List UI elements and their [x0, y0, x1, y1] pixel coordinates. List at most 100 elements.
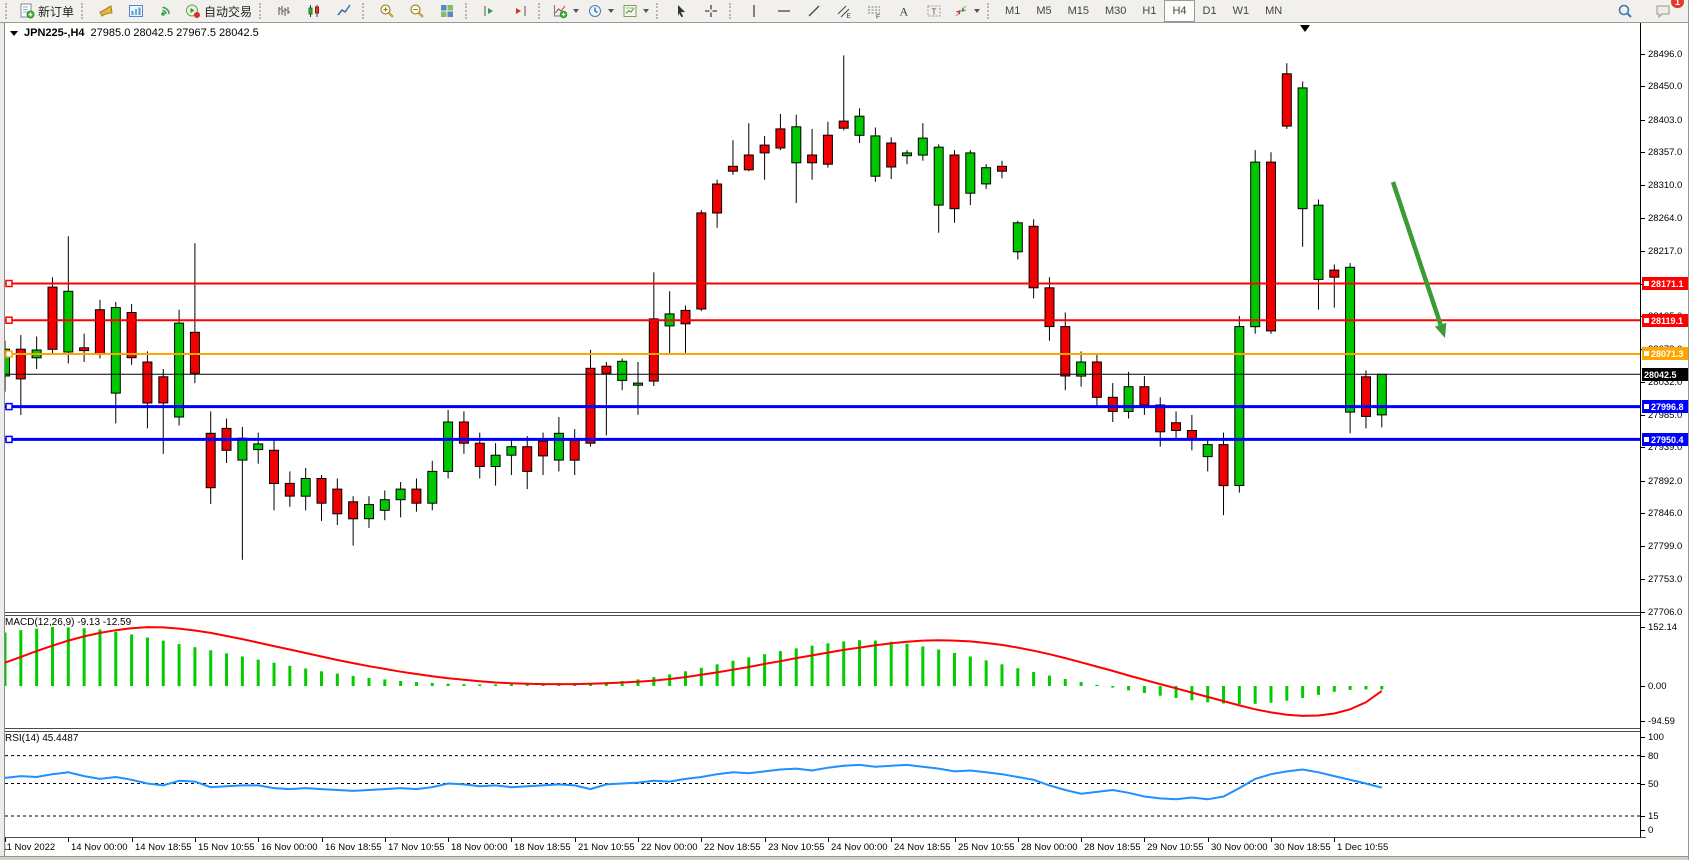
zoom-in-button[interactable] — [372, 0, 402, 22]
fibonacci-button[interactable]: F — [859, 0, 889, 22]
new-order-button-label: 新订单 — [38, 4, 75, 19]
macd-tick-mark — [1641, 721, 1645, 722]
horn-icon — [99, 5, 113, 17]
timeframe-m15-button[interactable]: M15 — [1067, 5, 1089, 17]
line-anchor-icon — [1644, 404, 1649, 409]
hline-27996.8[interactable] — [5, 402, 1640, 411]
price-axis: 28496.0 28450.0 28403.0 28357.0 28310.0 28264… — [1640, 23, 1688, 837]
search-button[interactable] — [1610, 0, 1640, 22]
cursor-button[interactable] — [666, 0, 696, 22]
time-tick-mark — [448, 838, 449, 842]
auto-trading-button[interactable]: 自动交易 — [181, 0, 256, 22]
timeframe-mn-button[interactable]: MN — [1265, 5, 1283, 17]
publisher-button[interactable] — [91, 0, 121, 22]
macd-tick-mark — [1641, 686, 1645, 687]
price-label-chip[interactable]: 28119.1 — [1642, 314, 1688, 327]
chevron-down-icon[interactable] — [643, 9, 650, 13]
new-order-button[interactable]: 新订单 — [15, 0, 78, 22]
price-tick-mark — [1641, 120, 1645, 121]
toolbar-grip[interactable] — [656, 3, 662, 19]
time-tick-mark — [955, 838, 956, 842]
toolbar-grip[interactable] — [5, 3, 11, 19]
timeframe-h4-button[interactable]: H4 — [1164, 0, 1195, 22]
text-label-button[interactable]: T — [919, 0, 949, 22]
time-tick-mark — [258, 838, 259, 842]
timeframe-w1-button[interactable]: W1 — [1232, 5, 1250, 17]
toolbar-grip[interactable] — [362, 3, 368, 19]
toolbar-grip[interactable] — [81, 3, 87, 19]
price-tick-mark — [1641, 382, 1645, 383]
timeframe-m30-button[interactable]: M30 — [1105, 5, 1127, 17]
price-tick-label: 27706.0 — [1648, 607, 1683, 618]
price-label-chip[interactable]: 27950.4 — [1642, 433, 1688, 446]
panel-separator[interactable] — [0, 612, 1646, 613]
time-tick-mark — [638, 838, 639, 842]
time-tick-mark — [1081, 838, 1082, 842]
horizontal-line-button[interactable] — [769, 0, 799, 22]
toolbar-grip[interactable] — [465, 3, 471, 19]
time-tick-label: 16 Nov 00:00 — [261, 842, 318, 853]
chevron-down-icon[interactable] — [608, 9, 615, 13]
candlestick-chart-button[interactable] — [299, 0, 329, 22]
chat-button[interactable]: 1 — [1648, 0, 1684, 22]
hline-28171.1[interactable] — [5, 279, 1640, 288]
chevron-down-icon[interactable] — [974, 9, 981, 13]
auto-scroll-button[interactable] — [475, 0, 505, 22]
price-tick-mark — [1641, 612, 1645, 613]
label-icon: T — [927, 5, 941, 17]
chart-shift-marker[interactable] — [1300, 25, 1310, 32]
toolbar-grip[interactable] — [729, 3, 735, 19]
panel-separator[interactable] — [0, 728, 1646, 729]
price-tick-mark — [1641, 185, 1645, 186]
price-label-chip[interactable]: 27996.8 — [1642, 400, 1688, 413]
price-tick-mark — [1641, 447, 1645, 448]
arrows-button[interactable] — [949, 0, 984, 22]
timeframe-m5-button[interactable]: M5 — [1036, 5, 1052, 17]
price-tick-label: 27939.0 — [1648, 442, 1683, 453]
timeframe-h1-button[interactable]: H1 — [1142, 5, 1157, 17]
time-tick-mark — [891, 838, 892, 842]
time-tick-mark — [385, 838, 386, 842]
channel-icon: E — [837, 5, 852, 19]
time-tick-mark — [1208, 838, 1209, 842]
price-label-chip[interactable]: 28042.5 — [1642, 368, 1688, 381]
chevron-down-icon[interactable] — [573, 9, 580, 13]
hline-28119.1[interactable] — [5, 316, 1640, 324]
toolbar-grip[interactable] — [538, 3, 544, 19]
price-label-chip[interactable]: 28171.1 — [1642, 277, 1688, 290]
toolbar-grip[interactable] — [987, 3, 993, 19]
time-tick-mark — [1271, 838, 1272, 842]
signals-button[interactable] — [151, 0, 181, 22]
chart-menu-icon[interactable] — [10, 30, 18, 36]
indicators-button[interactable] — [548, 0, 583, 22]
tile-windows-button[interactable] — [432, 0, 462, 22]
chart-shift-button[interactable] — [505, 0, 535, 22]
rsi-tick-mark — [1641, 830, 1645, 831]
timeframe-d1-button[interactable]: D1 — [1202, 5, 1217, 17]
line-chart-button[interactable] — [329, 0, 359, 22]
new-chart-button[interactable] — [121, 0, 151, 22]
text-button[interactable]: A — [889, 0, 919, 22]
toolbar-grip[interactable] — [259, 3, 265, 19]
rsi-plot — [4, 755, 1640, 817]
arrow-annotation[interactable] — [1390, 181, 1447, 338]
price-tick-mark — [1641, 218, 1645, 219]
hline-28071.3[interactable] — [5, 350, 1640, 358]
price-tick-mark — [1641, 481, 1645, 482]
rsi-tick-label: 80 — [1648, 751, 1659, 762]
hline-27950.4[interactable] — [5, 435, 1640, 444]
templates-button[interactable] — [618, 0, 653, 22]
zoom-out-button[interactable] — [402, 0, 432, 22]
price-tick-label: 27892.0 — [1648, 476, 1683, 487]
crosshair-button[interactable] — [696, 0, 726, 22]
trendline-button[interactable] — [799, 0, 829, 22]
equidistant-channel-button[interactable]: E — [829, 0, 859, 22]
price-label-chip[interactable]: 28071.3 — [1642, 347, 1688, 360]
timeframe-m1-button[interactable]: M1 — [1005, 5, 1021, 17]
periods-button[interactable] — [583, 0, 618, 22]
time-tick-label: 24 Nov 18:55 — [894, 842, 951, 853]
bar-chart-button[interactable] — [269, 0, 299, 22]
vertical-line-button[interactable] — [739, 0, 769, 22]
rsi-tick-label: 0 — [1648, 825, 1654, 836]
window-left-edge — [0, 23, 5, 856]
